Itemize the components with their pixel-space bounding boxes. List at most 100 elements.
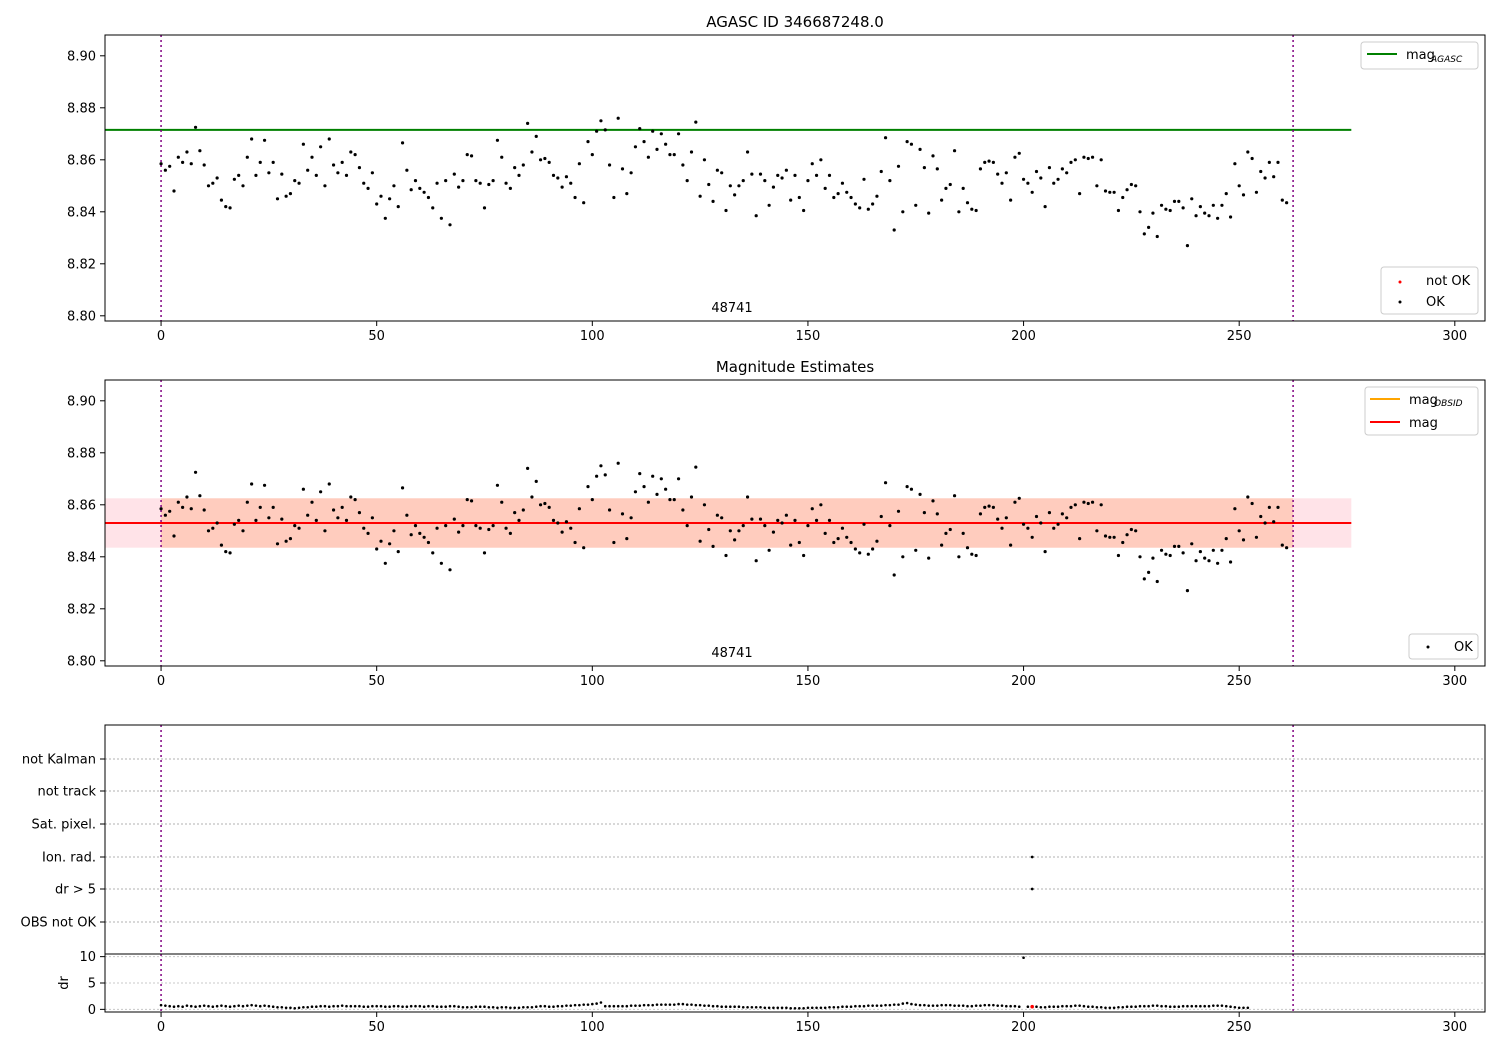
p1-point [267, 171, 271, 175]
p1-point [1241, 193, 1246, 197]
dr-point [323, 1004, 327, 1008]
p2-point [1263, 521, 1267, 525]
p1-point [1216, 216, 1220, 220]
p2-point [413, 524, 418, 528]
dr-point [1181, 1004, 1185, 1008]
p1-ytick-label-8.88: 8.88 [67, 101, 96, 116]
dr-point [1108, 1006, 1112, 1010]
p1-point [237, 173, 241, 177]
p2-point [193, 470, 198, 474]
p2-point [262, 483, 267, 487]
dr-point [396, 1004, 400, 1008]
dr-point [422, 1005, 426, 1009]
p2-point [189, 507, 193, 511]
dr-point [289, 1006, 292, 1010]
p2-point [866, 552, 870, 556]
p2-point [241, 529, 245, 533]
p1-point [1000, 181, 1004, 185]
p1-point [288, 192, 293, 196]
dr-point [599, 1001, 603, 1004]
p2-point [1185, 589, 1190, 593]
p1-point [1021, 177, 1026, 181]
dr-point [849, 1005, 853, 1009]
p2-point [1073, 503, 1077, 507]
p2-point [457, 530, 461, 534]
p2-point [1103, 534, 1108, 538]
dr-point [366, 1005, 370, 1009]
dr-point [621, 1004, 624, 1008]
p2-point [996, 517, 1000, 521]
p1-point [629, 171, 633, 175]
dr-point [405, 1005, 409, 1009]
dr-point [638, 1004, 642, 1007]
p1-point [1116, 208, 1121, 213]
dr-point [603, 1004, 607, 1008]
p1-point [526, 121, 530, 125]
p1-point [262, 138, 267, 142]
p1-point [331, 163, 336, 167]
p2-point [625, 537, 629, 541]
dr-ytick-label-10: 10 [79, 950, 96, 965]
dr-point [435, 1005, 439, 1009]
p2-point [685, 524, 689, 528]
p2-point [344, 518, 349, 523]
p1-point [431, 206, 435, 210]
p2-point [396, 550, 400, 554]
p1-point [875, 194, 879, 198]
p1-point [715, 168, 719, 172]
p2-point [927, 556, 931, 560]
dr-point [1130, 1005, 1133, 1009]
p1-point [388, 197, 392, 201]
dr-point [892, 1003, 896, 1006]
p2-point [664, 487, 668, 491]
p2-point [237, 518, 241, 523]
p2-point [1181, 551, 1185, 555]
p2-point [159, 507, 163, 511]
p1-point [306, 168, 310, 172]
p2-point [681, 508, 685, 512]
dr-point [733, 1005, 736, 1009]
p1-point [931, 154, 935, 158]
p2-point [526, 466, 530, 470]
dr-point [983, 1003, 987, 1007]
dr-point [776, 1006, 780, 1010]
dr-point [543, 1004, 547, 1008]
p2-point [853, 547, 857, 551]
dr-point [867, 1004, 870, 1007]
p2-point [832, 540, 836, 545]
dr-point [746, 1005, 749, 1009]
p2-point [629, 516, 633, 520]
p1-point [314, 173, 318, 177]
p1-point [651, 129, 655, 133]
p2-point [362, 526, 366, 530]
p2-point [875, 539, 879, 543]
p1-point [625, 192, 629, 196]
p1-point [513, 166, 517, 170]
p1-point [1211, 203, 1215, 207]
dr-point [841, 1005, 844, 1009]
dr-point [1048, 1005, 1051, 1009]
p1-point [181, 160, 185, 164]
p2-point [797, 540, 801, 545]
p2-point [547, 505, 551, 509]
p2-ytick-label-8.86: 8.86 [67, 498, 96, 513]
p2-point [452, 517, 456, 521]
p2-point [733, 538, 737, 542]
p2-point [1228, 560, 1233, 564]
dr-point [1233, 1005, 1237, 1009]
dr-point [897, 1003, 900, 1006]
p2-point [1172, 544, 1177, 549]
p1-point [1013, 155, 1017, 159]
dr-point [276, 1005, 279, 1009]
dr-point [703, 1004, 706, 1007]
flag-label-3: Ion. rad. [42, 851, 96, 866]
p2-point [694, 465, 698, 469]
p1-point [323, 184, 327, 188]
p1-point [1224, 192, 1228, 196]
p2-xtick-label-250: 250 [1227, 674, 1252, 689]
dr-point [1082, 1004, 1086, 1008]
p1-point [595, 129, 599, 133]
p2-point [1280, 543, 1284, 547]
dr-point [836, 1005, 840, 1009]
p2-xtick-label-300: 300 [1442, 674, 1467, 689]
